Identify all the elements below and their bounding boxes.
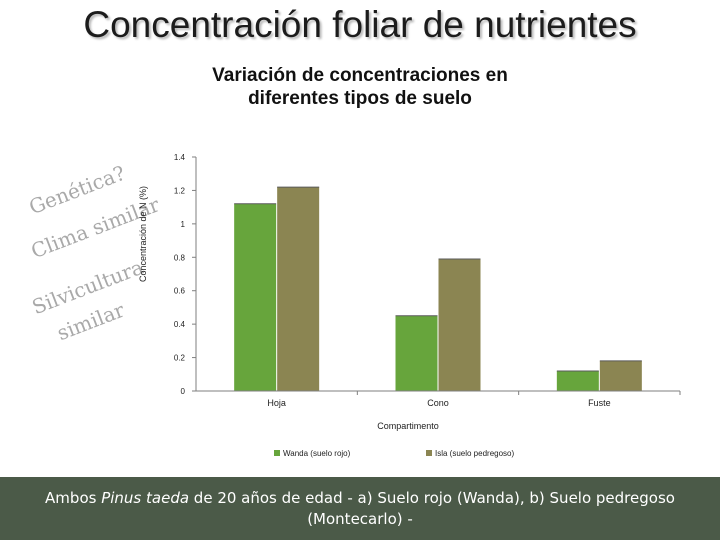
footer-species: Pinus taeda <box>101 489 190 507</box>
x-tick-label-cono: Cono <box>427 398 449 408</box>
y-tick-label-0: 0 <box>181 387 186 396</box>
legend-label-2: Isla (suelo pedregoso) <box>435 449 514 458</box>
bar-cono-series-2 <box>438 258 481 391</box>
y-tick-label-5: 1 <box>181 220 186 229</box>
bar-fuste-series-2 <box>599 360 642 391</box>
x-axis-label: Compartimento <box>377 421 439 431</box>
y-tick-label-4: 0.8 <box>174 253 186 262</box>
y-tick-label-1: 0.2 <box>174 354 186 363</box>
legend: Wanda (suelo rojo) Isla (suelo pedregoso) <box>274 449 514 458</box>
x-tick-label-fuste: Fuste <box>588 398 611 408</box>
slide-title: Concentración foliar de nutrientes <box>83 4 637 45</box>
bars <box>234 186 642 391</box>
chart-title-line-1: Variación de concentraciones en <box>212 65 508 86</box>
y-tick-label-6: 1.2 <box>174 186 186 195</box>
legend-swatch-2 <box>426 450 432 456</box>
y-tick-label-2: 0.4 <box>174 320 186 329</box>
y-axis-label: Concentración de N (%) <box>138 186 148 282</box>
footer-prefix: Ambos <box>45 489 102 507</box>
footer-suffix: de 20 años de edad - a) Suelo rojo (Wand… <box>189 489 675 507</box>
x-axis-labels: Hoja Cono Fuste <box>267 391 681 408</box>
bar-chart: 0 0.2 0.4 0.6 0.8 1 1.2 1.4 Hoja Cono Fuste Conce… <box>138 153 681 458</box>
bar-cono-series-1 <box>395 315 438 391</box>
legend-label-1: Wanda (suelo rojo) <box>283 449 351 458</box>
y-axis-ticks: 0 0.2 0.4 0.6 0.8 1 1.2 1.4 <box>174 153 196 396</box>
x-tick-label-hoja: Hoja <box>267 398 286 408</box>
y-tick-label-7: 1.4 <box>174 153 186 162</box>
footer-line-2: (Montecarlo) - <box>307 510 413 528</box>
chart-title-line-2: diferentes tipos de suelo <box>248 88 472 109</box>
footer-caption: Ambos Pinus taeda de 20 años de edad - a… <box>0 477 720 540</box>
bar-hoja-series-2 <box>277 187 320 391</box>
bar-fuste-series-1 <box>556 370 599 391</box>
chart-title: Variación de concentraciones en diferent… <box>150 64 570 110</box>
bar-hoja-series-1 <box>234 203 277 391</box>
y-tick-label-3: 0.6 <box>174 287 186 296</box>
legend-swatch-1 <box>274 450 280 456</box>
